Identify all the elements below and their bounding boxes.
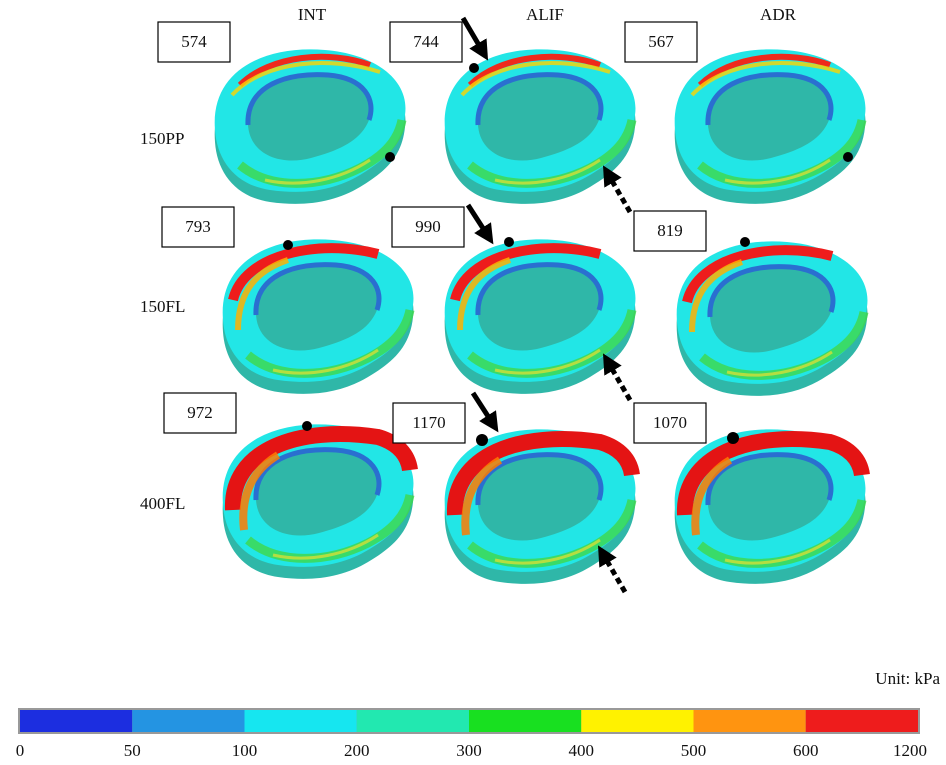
colorbar-tick-label: 50: [124, 741, 141, 760]
colorbar-segment: [245, 710, 357, 732]
colorbar-tick-label: 300: [456, 741, 482, 760]
colorbar-tick-label: 200: [344, 741, 370, 760]
colorbar-segment: [581, 710, 693, 732]
peak-value: 567: [648, 32, 674, 51]
disc: [445, 239, 636, 393]
peak-value: 972: [187, 403, 213, 422]
peak-value: 793: [185, 217, 211, 236]
column-header: INT: [298, 5, 327, 24]
figure: INT ALIF ADR 150PP 150FL 400FL 574 744 567 793 990…: [0, 0, 946, 765]
disc: [445, 429, 636, 583]
disc: [223, 239, 414, 393]
colorbar-tick-label: 400: [569, 741, 595, 760]
colorbar-segment: [20, 710, 132, 732]
peak-value: 1070: [653, 413, 687, 432]
colorbar-segment: [357, 710, 469, 732]
peak-value: 574: [181, 32, 207, 51]
colorbar-tick-label: 100: [232, 741, 258, 760]
peak-value: 1170: [412, 413, 445, 432]
disc: [215, 49, 406, 203]
peak-value: 990: [415, 217, 441, 236]
row-label: 400FL: [140, 494, 185, 513]
colorbar-tick-label: 600: [793, 741, 819, 760]
colorbar-segment: [469, 710, 581, 732]
discs: [215, 49, 868, 583]
colorbar-segment: [132, 710, 244, 732]
peak-value: 819: [657, 221, 683, 240]
page: {"columns": ["INT", "ALIF", "ADR"], "row…: [0, 0, 946, 765]
colorbar-segment: [806, 710, 918, 732]
colorbar-tick-label: 1200: [893, 741, 927, 760]
colorbar-tick-label: 0: [16, 741, 25, 760]
column-header: ADR: [760, 5, 797, 24]
disc: [223, 424, 414, 578]
peak-value: 744: [413, 32, 439, 51]
row-label: 150PP: [140, 129, 184, 148]
column-header: ALIF: [526, 5, 564, 24]
disc: [675, 429, 866, 583]
colorbar-unit: Unit: kPa: [875, 669, 940, 688]
row-label: 150FL: [140, 297, 185, 316]
disc: [677, 241, 868, 395]
colorbar-segment: [694, 710, 806, 732]
colorbar-tick-label: 500: [681, 741, 707, 760]
disc: [675, 49, 866, 203]
